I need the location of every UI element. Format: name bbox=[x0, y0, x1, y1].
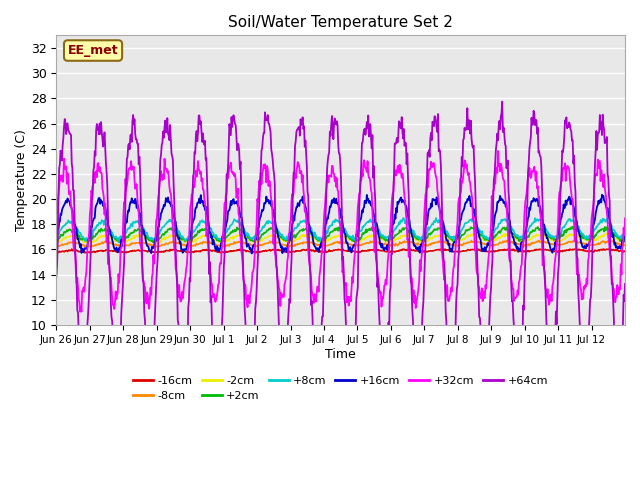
Text: EE_met: EE_met bbox=[68, 44, 118, 57]
Legend: -16cm, -8cm, -2cm, +2cm, +8cm, +16cm, +32cm, +64cm: -16cm, -8cm, -2cm, +2cm, +8cm, +16cm, +3… bbox=[129, 371, 552, 406]
Title: Soil/Water Temperature Set 2: Soil/Water Temperature Set 2 bbox=[228, 15, 453, 30]
X-axis label: Time: Time bbox=[325, 348, 356, 360]
Y-axis label: Temperature (C): Temperature (C) bbox=[15, 129, 28, 231]
